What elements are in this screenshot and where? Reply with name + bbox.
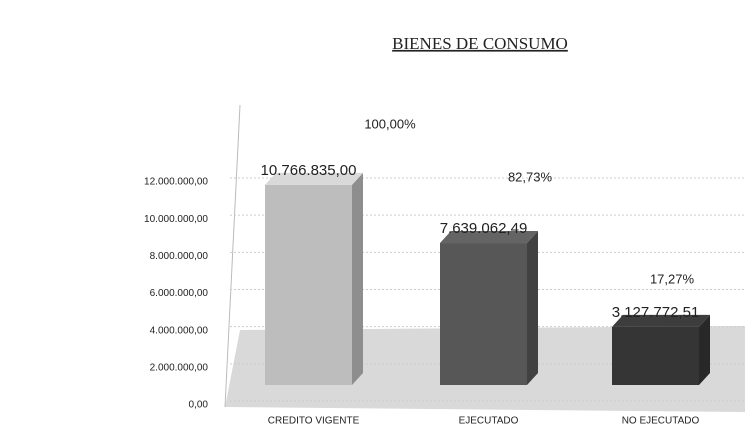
bar bbox=[440, 243, 527, 385]
data-label: 3.127.772,51 bbox=[612, 304, 700, 321]
x-tick-label: EJECUTADO bbox=[459, 416, 519, 427]
percent-label: 100,00% bbox=[364, 116, 416, 131]
y-tick-label: 4.000.000,00 bbox=[150, 325, 209, 336]
bar bbox=[265, 184, 352, 385]
y-tick-label: 12.000.000,00 bbox=[144, 177, 208, 188]
percent-label: 17,27% bbox=[650, 271, 695, 286]
bar-top bbox=[440, 231, 538, 244]
y-tick-label: 6.000.000,00 bbox=[150, 288, 209, 299]
y-tick-label: 0,00 bbox=[189, 400, 209, 411]
y-tick-label: 10.000.000,00 bbox=[144, 214, 208, 225]
bar-side bbox=[527, 231, 538, 385]
axis-wall bbox=[224, 104, 241, 408]
x-tick-label: CREDITO VIGENTE bbox=[268, 416, 360, 427]
bar-top bbox=[265, 172, 363, 185]
bar bbox=[612, 326, 699, 385]
data-label: 10.766.835,00 bbox=[261, 162, 357, 179]
bar-side bbox=[699, 314, 710, 385]
bar-top bbox=[612, 314, 710, 327]
y-tick-label: 2.000.000,00 bbox=[150, 362, 209, 373]
percent-label: 82,73% bbox=[508, 169, 553, 184]
chart-title: BIENES DE CONSUMO bbox=[392, 34, 568, 53]
x-tick-label: NO EJECUTADO bbox=[622, 416, 700, 427]
y-tick-label: 8.000.000,00 bbox=[150, 251, 209, 262]
data-label: 7.639.062,49 bbox=[440, 220, 528, 237]
bar-side bbox=[352, 172, 363, 385]
